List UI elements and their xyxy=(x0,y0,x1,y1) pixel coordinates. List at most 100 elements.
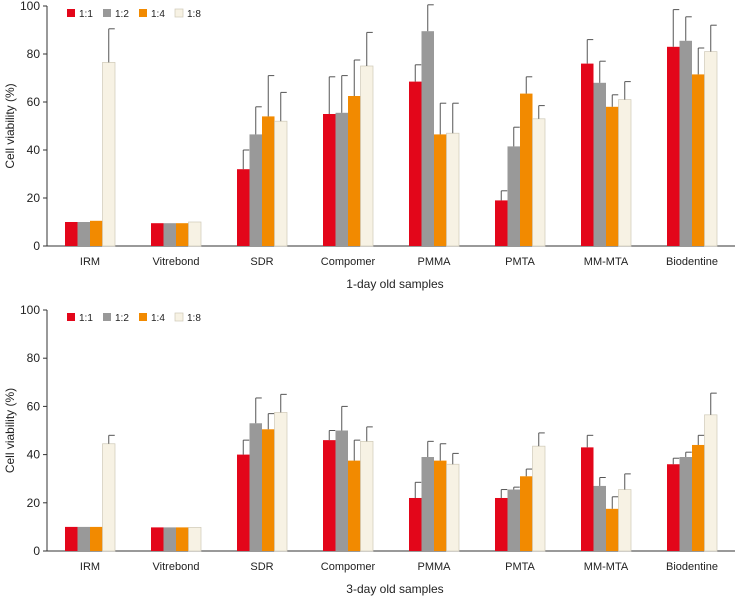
bar-vitrebond-1-2 xyxy=(163,527,176,551)
bar-pmma-1-8 xyxy=(446,463,460,552)
bar-pmma-1-2 xyxy=(421,31,434,247)
legend-swatch-1-4 xyxy=(139,313,147,321)
y-tick-label: 40 xyxy=(27,448,41,462)
bar-mm-mta-1-8 xyxy=(618,489,632,552)
legend-label-1-2: 1:2 xyxy=(115,313,129,324)
category-label-vitrebond: Vitrebond xyxy=(153,256,200,268)
bar-irm-1-2 xyxy=(77,222,90,246)
bar-mm-mta-1-2 xyxy=(593,82,606,246)
legend-label-1-8: 1:8 xyxy=(187,9,201,20)
legend-swatch-1-8 xyxy=(174,312,184,322)
bar-pmma-1-1 xyxy=(409,497,422,551)
y-tick-label: 80 xyxy=(27,351,41,365)
bar-vitrebond-1-2 xyxy=(163,223,176,246)
bar-irm-1-4 xyxy=(90,526,103,551)
legend-swatch-1-8 xyxy=(174,8,184,18)
bar-pmma-1-8 xyxy=(446,132,460,247)
y-tick-label: 20 xyxy=(27,191,41,205)
bar-vitrebond-1-1 xyxy=(151,223,164,246)
legend-label-1-2: 1:2 xyxy=(115,9,129,20)
category-label-pmta: PMTA xyxy=(505,256,535,268)
bar-vitrebond-1-1 xyxy=(151,527,164,551)
category-label-biodentine: Biodentine xyxy=(666,256,718,268)
bar-pmma-1-4 xyxy=(434,134,447,246)
bar-compomer-1-2 xyxy=(335,430,348,551)
category-label-mm-mta: MM-MTA xyxy=(584,256,629,268)
category-label-mm-mta: MM-MTA xyxy=(584,561,629,573)
bar-sdr-1-2 xyxy=(249,423,262,551)
category-label-biodentine: Biodentine xyxy=(666,561,718,573)
bar-mm-mta-1-4 xyxy=(606,106,619,246)
legend-label-1-1: 1:1 xyxy=(79,9,93,20)
bar-compomer-1-4 xyxy=(348,96,361,246)
bar-pmta-1-1 xyxy=(495,200,508,246)
x-axis-title: 1-day old samples xyxy=(346,277,443,291)
y-axis-title: Cell viability (%) xyxy=(3,83,17,168)
category-label-compomer: Compomer xyxy=(321,256,376,268)
bar-irm-1-2 xyxy=(77,526,90,551)
bar-sdr-1-1 xyxy=(237,454,250,551)
legend-label-1-4: 1:4 xyxy=(151,313,165,324)
bar-mm-mta-1-4 xyxy=(606,508,619,551)
bar-irm-1-1 xyxy=(65,526,78,551)
chart-3-day-old: 0 20 40 60 80 100 Cell viability (%) 3-day old … xyxy=(3,303,735,596)
bar-pmta-1-2 xyxy=(507,489,520,551)
bar-mm-mta-1-2 xyxy=(593,485,606,551)
bar-pmta-1-8 xyxy=(532,118,546,247)
y-tick-label: 0 xyxy=(33,544,40,558)
bar-pmta-1-2 xyxy=(507,146,520,246)
category-label-irm: IRM xyxy=(80,561,100,573)
legend-swatch-1-2 xyxy=(103,9,111,17)
category-label-pmma: PMMA xyxy=(418,561,452,573)
bar-irm-1-8 xyxy=(102,62,116,247)
category-label-irm: IRM xyxy=(80,256,100,268)
bar-mm-mta-1-8 xyxy=(618,99,632,247)
bar-vitrebond-1-4 xyxy=(176,527,189,551)
bar-compomer-1-1 xyxy=(323,440,336,551)
category-label-pmma: PMMA xyxy=(418,256,452,268)
bar-vitrebond-1-4 xyxy=(176,223,189,246)
bar-irm-1-4 xyxy=(90,220,103,246)
bar-biodentine-1-4 xyxy=(692,74,705,247)
bar-biodentine-1-1 xyxy=(667,464,680,551)
bar-pmta-1-4 xyxy=(520,93,533,246)
bar-irm-1-1 xyxy=(65,222,78,246)
legend-swatch-1-1 xyxy=(67,9,75,17)
bar-sdr-1-8 xyxy=(274,120,288,247)
bar-biodentine-1-2 xyxy=(679,457,692,551)
category-label-compomer: Compomer xyxy=(321,561,376,573)
y-tick-label: 100 xyxy=(20,0,40,13)
legend-label-1-4: 1:4 xyxy=(151,9,165,20)
y-tick-label: 60 xyxy=(27,399,41,413)
y-tick-label: 20 xyxy=(27,496,41,510)
legend-label-1-1: 1:1 xyxy=(79,313,93,324)
bar-biodentine-1-2 xyxy=(679,40,692,246)
bar-vitrebond-1-8 xyxy=(188,221,202,247)
y-tick-label: 0 xyxy=(33,239,40,253)
legend-swatch-1-2 xyxy=(103,313,111,321)
bar-compomer-1-1 xyxy=(323,114,336,246)
bar-sdr-1-4 xyxy=(262,116,275,247)
bar-sdr-1-8 xyxy=(274,412,288,552)
bar-compomer-1-2 xyxy=(335,112,348,246)
x-axis-title: 3-day old samples xyxy=(346,582,443,596)
y-tick-label: 100 xyxy=(20,303,40,317)
bar-biodentine-1-1 xyxy=(667,46,680,246)
category-label-sdr: SDR xyxy=(250,561,273,573)
bar-mm-mta-1-1 xyxy=(581,63,594,246)
bar-sdr-1-2 xyxy=(249,134,262,246)
bar-irm-1-8 xyxy=(102,443,116,552)
legend-swatch-1-1 xyxy=(67,313,75,321)
bar-mm-mta-1-1 xyxy=(581,447,594,551)
bar-sdr-1-4 xyxy=(262,429,275,551)
category-label-sdr: SDR xyxy=(250,256,273,268)
bar-compomer-1-8 xyxy=(360,65,374,247)
bar-pmta-1-8 xyxy=(532,445,546,552)
bar-compomer-1-4 xyxy=(348,460,361,551)
legend-label-1-8: 1:8 xyxy=(187,313,201,324)
y-tick-label: 40 xyxy=(27,143,41,157)
bar-vitrebond-1-8 xyxy=(188,527,202,552)
bar-pmma-1-2 xyxy=(421,457,434,551)
chart-1-day-old: 0 20 40 60 80 100 Cell viability (%) 1-day old … xyxy=(3,0,735,291)
